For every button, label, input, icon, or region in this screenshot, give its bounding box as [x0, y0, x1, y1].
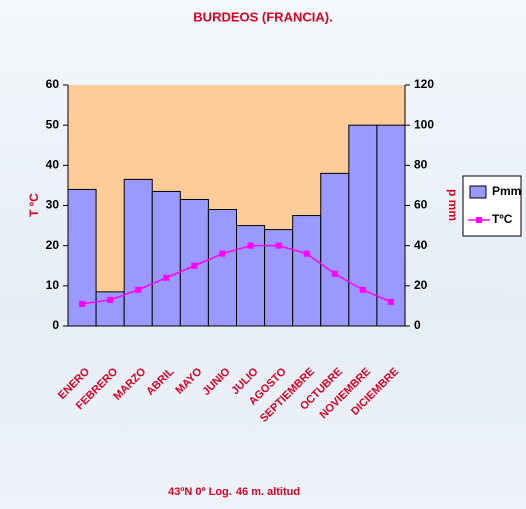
- bar: [320, 172, 350, 327]
- bar: [348, 124, 378, 327]
- y2-tick-label: 60: [414, 198, 428, 212]
- y-tick-label: 30: [46, 198, 60, 212]
- y2-tick-label: 20: [414, 278, 428, 292]
- legend-label: Pmm: [492, 184, 521, 198]
- y2-tick-label: 40: [414, 238, 428, 252]
- bar: [236, 225, 266, 327]
- line: [81, 244, 392, 305]
- y2-tick-label: 100: [414, 117, 434, 131]
- bar: [151, 190, 181, 327]
- footer-text: 46 m. altitud: [236, 486, 300, 498]
- bar: [292, 215, 322, 327]
- marker: [247, 242, 254, 249]
- marker: [107, 296, 114, 303]
- x-tick-label: ABRIL: [144, 365, 176, 397]
- bar: [207, 209, 238, 327]
- marker: [359, 286, 366, 293]
- marker: [331, 270, 338, 277]
- y-tick-label: 40: [46, 158, 60, 172]
- legend-label: TºC: [492, 212, 513, 226]
- y-tick-label: 20: [46, 238, 60, 252]
- chart-title: BURDEOS (FRANCIA).: [193, 9, 332, 24]
- y-tick-label: 50: [46, 117, 60, 131]
- y2-tick-label: 80: [414, 158, 428, 172]
- marker: [163, 274, 170, 281]
- marker: [387, 298, 394, 305]
- marker: [79, 300, 86, 307]
- y2-tick-label: 0: [414, 318, 421, 332]
- marker: [303, 250, 310, 257]
- bar: [376, 124, 406, 327]
- y-tick-label: 10: [46, 278, 60, 292]
- x-tick-label: MAYO: [173, 365, 204, 396]
- y-tick-label: 60: [46, 77, 60, 91]
- x-tick-label: JUNIO: [200, 365, 233, 398]
- bar: [179, 198, 209, 327]
- y2-tick-label: 120: [414, 77, 434, 91]
- marker: [219, 250, 226, 257]
- legend-swatch: [469, 185, 487, 199]
- marker: [135, 286, 142, 293]
- y2-axis-label: p mm: [446, 189, 460, 221]
- footer-text: 43ºN 0º Log.: [168, 486, 232, 498]
- legend-marker: [476, 217, 482, 223]
- marker: [191, 262, 198, 269]
- y-axis-label: T ºC: [27, 193, 41, 217]
- marker: [275, 242, 282, 249]
- y-tick-label: 0: [52, 318, 59, 332]
- bar: [123, 178, 153, 327]
